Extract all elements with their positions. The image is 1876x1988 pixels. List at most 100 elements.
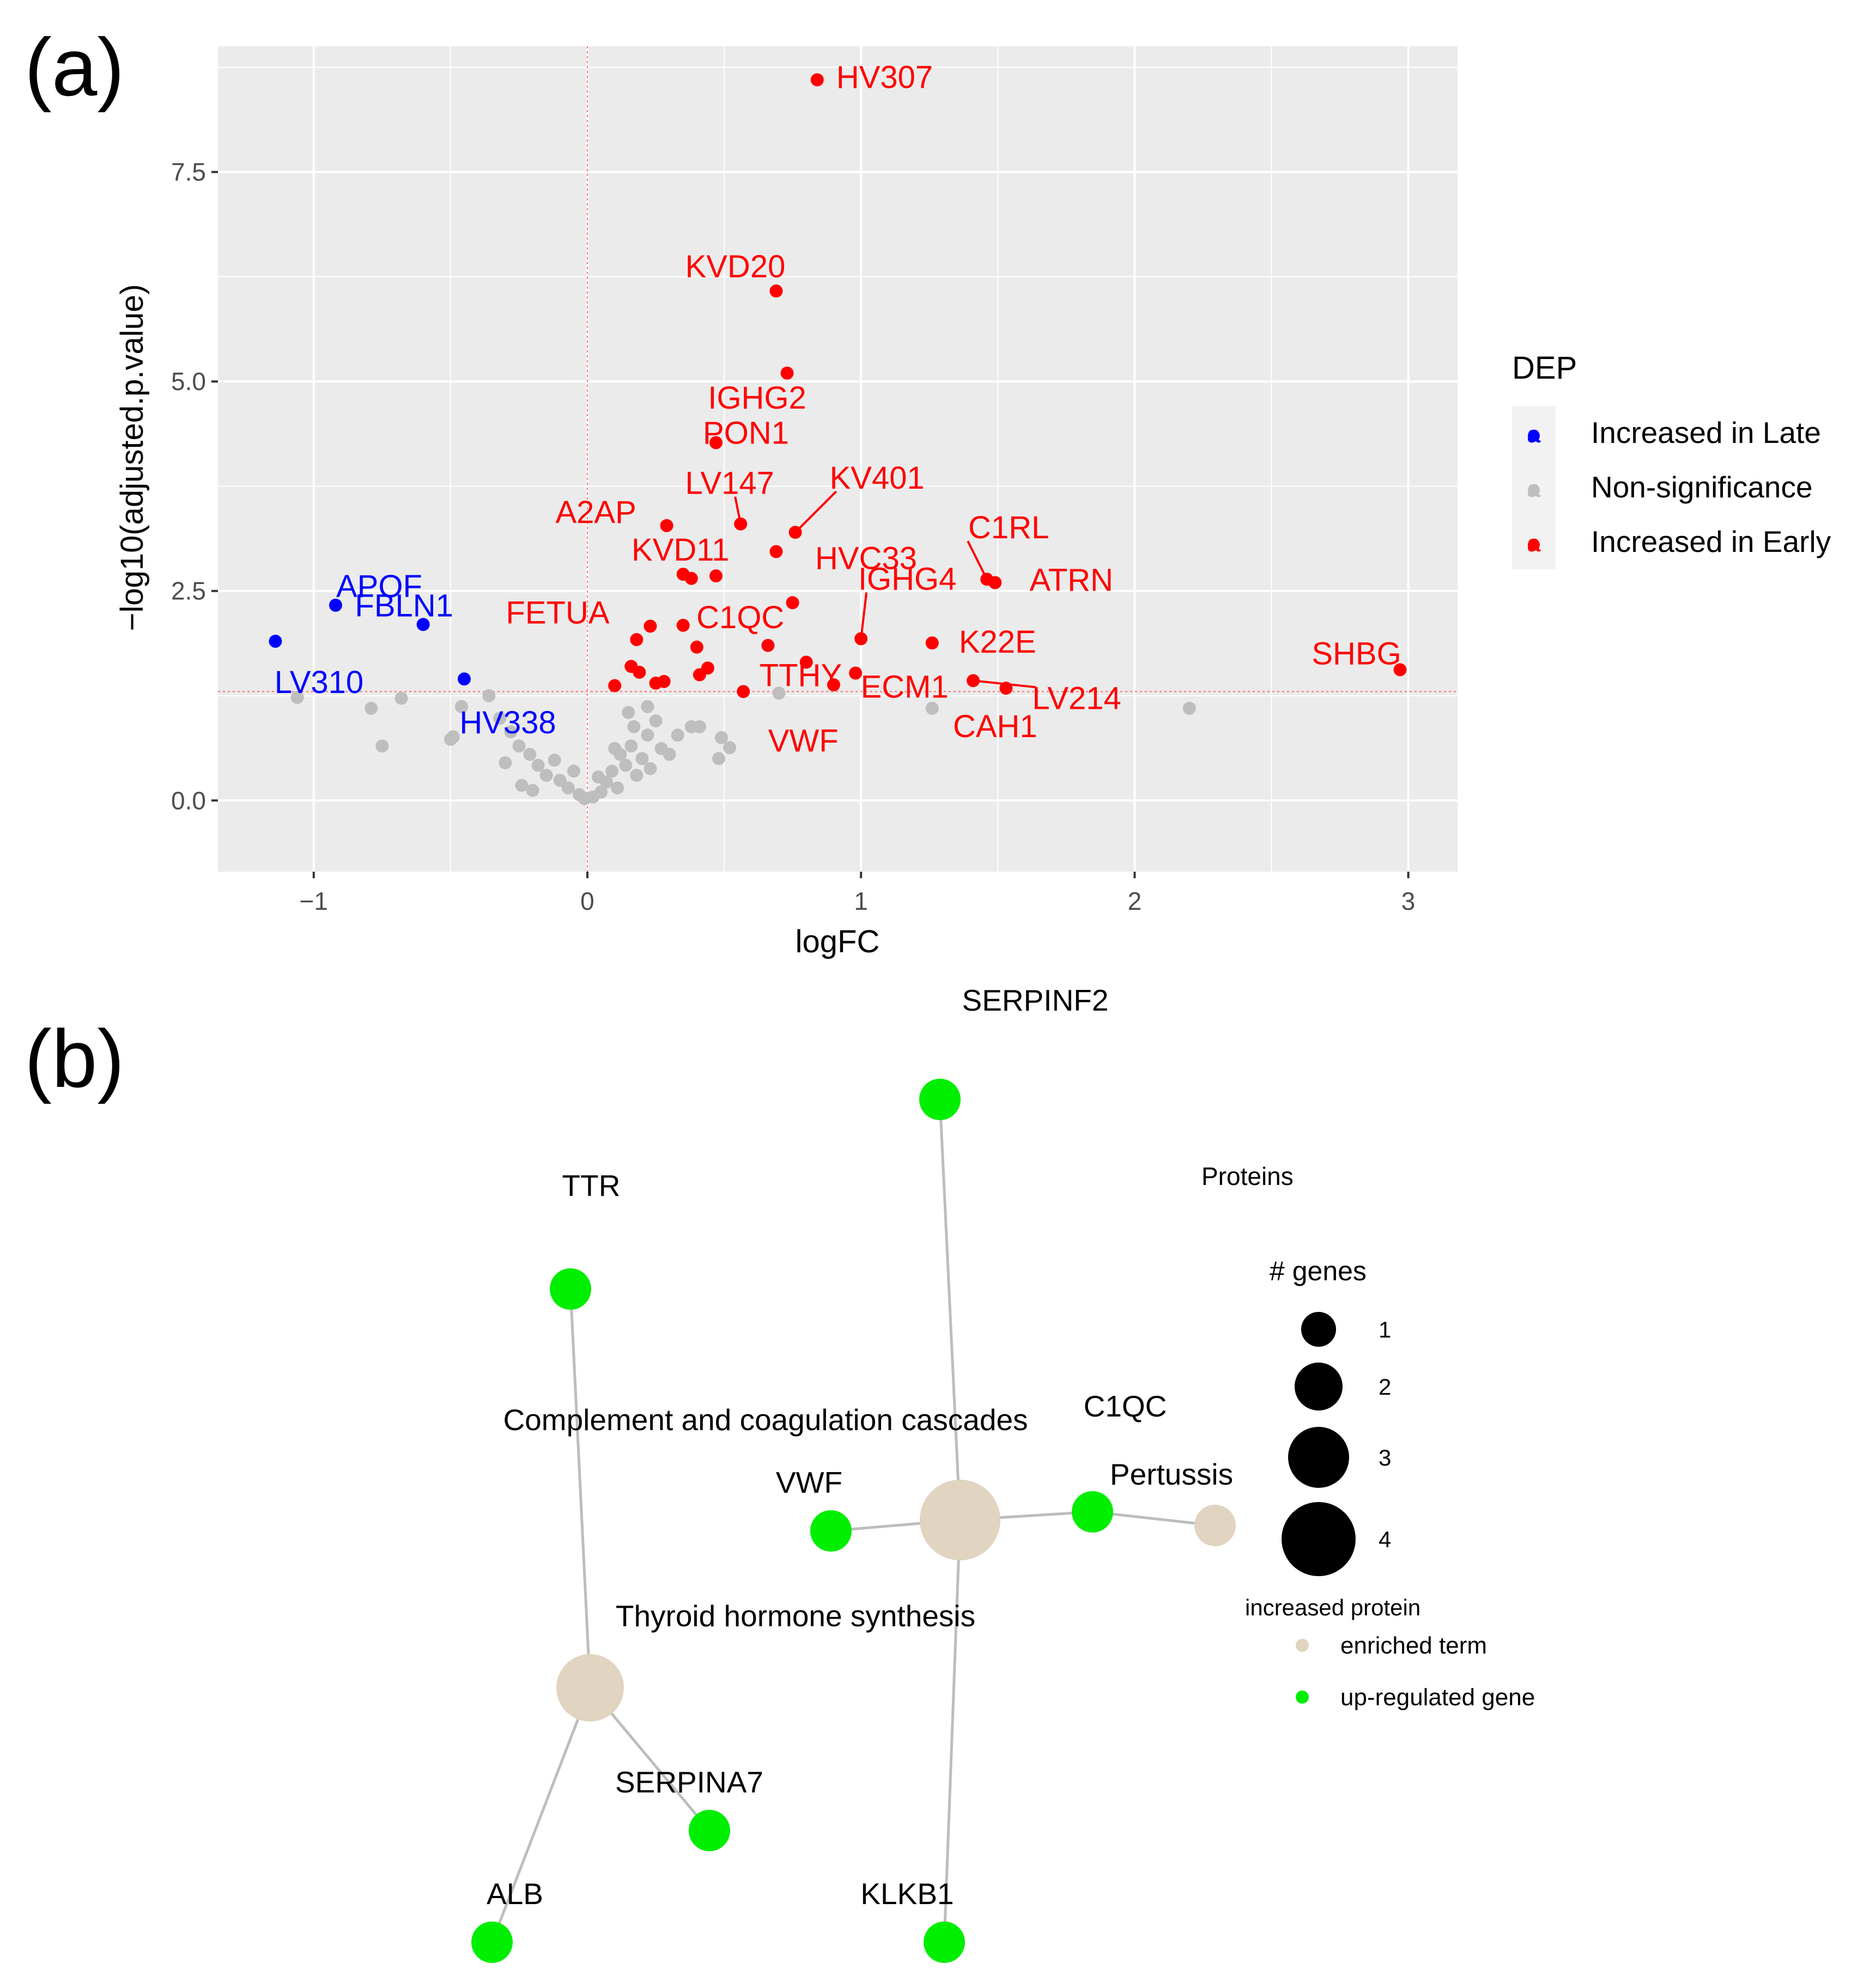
label-connector [860, 592, 868, 639]
node-label: Complement and coagulation cascades [503, 1403, 1028, 1437]
network-edge [490, 1687, 592, 1943]
legend-label: Non-significance [1591, 470, 1813, 504]
plot-panel-background [218, 46, 1458, 872]
data-point [611, 781, 624, 795]
data-point [375, 739, 389, 753]
y-tick-label: 7.5 [171, 158, 206, 186]
data-point [454, 700, 468, 713]
node-label: SERPINF2 [962, 983, 1109, 1017]
data-point [643, 762, 657, 775]
data-point [608, 741, 622, 755]
data-point [539, 769, 553, 782]
network-edge [938, 1099, 962, 1521]
data-point [567, 764, 580, 778]
x-tick-label: 2 [1128, 887, 1142, 915]
data-point [624, 739, 638, 753]
data-point [592, 770, 605, 784]
point-label: PON1 [703, 416, 789, 451]
data-point [641, 728, 654, 742]
data-point [482, 689, 496, 703]
term-node [556, 1654, 624, 1722]
data-point [663, 747, 676, 761]
network-edge [569, 1288, 592, 1688]
gene-node [810, 1510, 852, 1552]
data-point [799, 655, 813, 669]
point-label: KVD11 [632, 532, 729, 568]
x-tick-label: 1 [854, 887, 868, 915]
data-point [925, 636, 939, 650]
gene-node [1072, 1491, 1113, 1533]
data-point [810, 73, 824, 87]
point-label: APOF [336, 569, 422, 604]
size-legend-dot [1282, 1502, 1356, 1576]
color-legend-label: enriched term [1340, 1632, 1487, 1659]
point-label: FETUA [506, 595, 609, 630]
legend-title: Proteins [1201, 1162, 1294, 1190]
axes: −1 0 1 2 3 0.0 2.5 5.0 7.5 [171, 158, 1415, 915]
node-label: TTR [562, 1169, 621, 1202]
data-point [526, 783, 539, 797]
size-legend-title: # genes [1270, 1256, 1367, 1286]
label-connector [734, 496, 742, 525]
data-point [723, 741, 737, 755]
legend-label: Increased in Late [1591, 416, 1821, 449]
legend-key-dot [1528, 484, 1540, 496]
data-point [365, 702, 378, 715]
data-point [457, 672, 471, 686]
data-point [709, 569, 723, 583]
panel-b-label: (b) [25, 1013, 124, 1104]
legend: DEP aIncreased in LateaNon-significancea… [1512, 350, 1831, 569]
gene-node [924, 1922, 965, 1963]
data-point [605, 764, 619, 778]
data-point [780, 366, 794, 380]
point-label: HV307 [836, 60, 933, 95]
data-point [630, 769, 643, 782]
point-label: C1QC [696, 600, 784, 635]
grid-lines [218, 46, 1458, 872]
network-nodes [471, 1079, 1236, 1963]
data-point [660, 519, 673, 532]
x-tick-label: −1 [300, 887, 328, 915]
label-connector [967, 540, 988, 580]
point-label: K22E [959, 624, 1036, 660]
point-label: IGHG2 [708, 380, 806, 416]
label-connectors [734, 490, 1036, 689]
legend-key-dot [1528, 539, 1540, 551]
data-point [761, 639, 775, 652]
point-label: LV310 [275, 665, 363, 700]
size-legend-label: 4 [1379, 1527, 1391, 1552]
y-tick-label: 0.0 [171, 786, 206, 814]
data-point [737, 685, 750, 698]
data-point [1182, 702, 1196, 715]
gene-node [919, 1079, 961, 1120]
data-point [329, 598, 342, 612]
data-point [709, 436, 723, 449]
size-legend-label: 1 [1379, 1317, 1391, 1342]
data-point [715, 731, 728, 744]
data-point [633, 665, 646, 679]
node-label: KLKB1 [860, 1877, 954, 1911]
data-point [446, 730, 460, 744]
color-legend-dot [1296, 1691, 1309, 1704]
data-point [561, 781, 575, 795]
point-label: ECM1 [861, 669, 949, 704]
threshold-lines [218, 46, 1458, 872]
data-point [1393, 663, 1407, 677]
data-point [643, 619, 657, 633]
point-label: HVC33 [815, 540, 917, 576]
data-point [523, 747, 537, 761]
point-label: SHBG [1312, 636, 1401, 671]
data-point [394, 691, 408, 705]
point-label: HV338 [459, 705, 556, 740]
data-point [988, 576, 1002, 589]
y-tick-label: 5.0 [171, 367, 206, 396]
data-point [772, 686, 786, 700]
data-point [827, 678, 840, 692]
point-label: VWF [768, 723, 839, 758]
data-point [849, 666, 863, 680]
point-label: KVD20 [685, 249, 786, 284]
node-label: VWF [776, 1466, 842, 1499]
y-axis-title: −log10(adjusted.p.value) [114, 284, 150, 631]
